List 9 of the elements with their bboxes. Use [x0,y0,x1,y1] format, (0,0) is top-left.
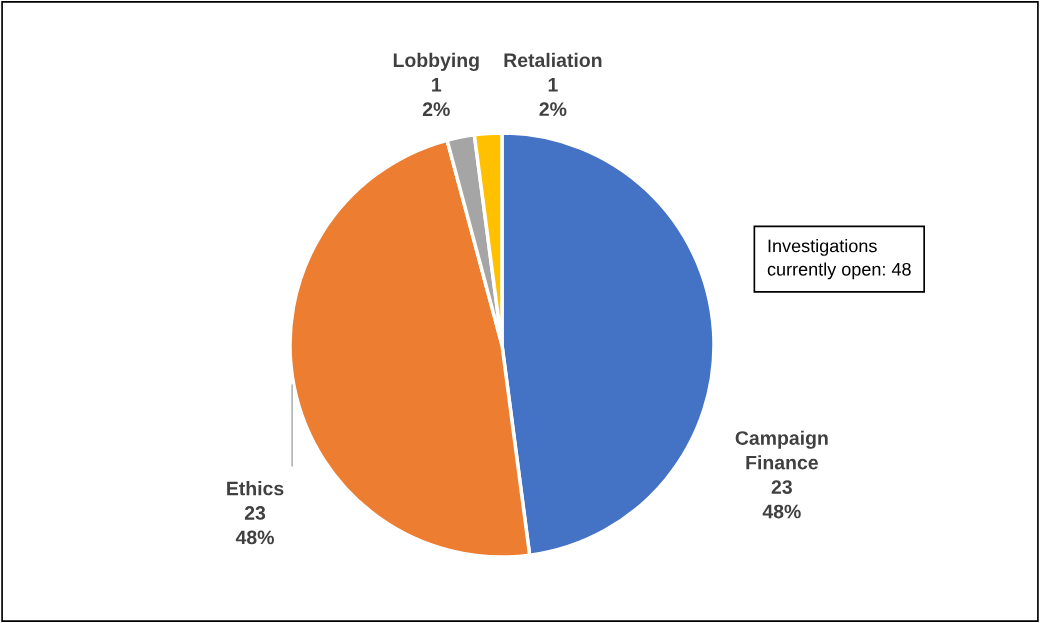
data-label: 23 48% [235,506,274,545]
slice-label: Lobbying [393,52,479,71]
data-label: 1 2% [539,78,567,117]
text: Investigations currently open: 48 [767,239,911,280]
slice-label: Retaliation [504,52,602,68]
slice-label: Ethics [227,481,284,496]
data-label: 23 48% [762,480,801,519]
data-label: 1 2% [422,78,450,117]
slice-label: Campaign Finance [735,430,828,470]
